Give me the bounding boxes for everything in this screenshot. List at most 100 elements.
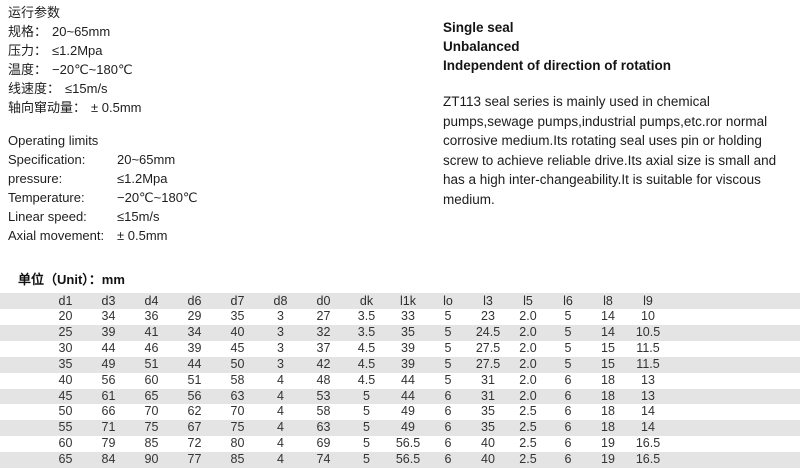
table-cell: 30: [58, 340, 73, 355]
cn-param-axial-movement: 轴向窜动量： ± 0.5mm: [8, 98, 142, 117]
table-cell: 13: [641, 388, 655, 403]
cn-param-value: ≤15m/s: [65, 81, 108, 96]
header-spacer-cell: [0, 293, 44, 309]
table-cell: 39: [401, 356, 415, 371]
row-spacer-cell: [0, 325, 44, 341]
row-spacer-cell: [0, 389, 44, 405]
row-spacer-cell: [0, 341, 44, 357]
table-cell: 4: [277, 420, 284, 435]
seal-features: Single seal Unbalanced Independent of di…: [443, 18, 777, 209]
limit-label: Specification:: [8, 152, 86, 167]
limit-value: 20~65mm: [117, 152, 176, 167]
table-cell: 31: [481, 388, 495, 403]
table-cell: 5: [444, 340, 452, 355]
table-cell: 75: [144, 420, 159, 435]
column-header-l1k: l1k: [400, 294, 416, 308]
limit-label: Linear speed:: [8, 209, 87, 224]
table-cell: 27.5: [475, 340, 501, 355]
table-cell: 11.5: [636, 340, 660, 355]
table-cell: 11.5: [636, 356, 660, 371]
limit-value: −20℃~180℃: [117, 190, 198, 205]
row-filler-cell: [668, 389, 800, 405]
table-cell: 61: [101, 388, 116, 403]
feature-unbalanced: Unbalanced: [443, 39, 520, 54]
table-cell: 23: [481, 309, 495, 323]
table-cell: 5: [564, 356, 572, 371]
table-cell: 35: [401, 324, 415, 339]
table-cell: 70: [230, 404, 245, 419]
table-cell: 2.5: [519, 420, 537, 435]
table-cell: 3.5: [357, 324, 376, 339]
table-cell: 62: [187, 404, 202, 419]
table-cell: 29: [187, 309, 202, 323]
table-cell: 37: [316, 340, 331, 355]
table-cell: 51: [144, 356, 159, 371]
table-cell: 6: [564, 404, 572, 419]
table-cell: 46: [144, 340, 159, 355]
column-header-l8: l8: [603, 294, 613, 308]
table-cell: 67: [187, 420, 202, 435]
table-cell: 10: [641, 309, 655, 323]
table-cell: 90: [144, 452, 159, 467]
row-spacer-cell: [0, 404, 44, 420]
table-cell: 40: [481, 436, 495, 451]
table-row: 60 79 85 72 80 4 69 5 56.5 6 40 2.5 6 19 16.5: [0, 436, 800, 453]
table-row: 50 66 70 62 70 4 58 5 49 6 35 2.5 6 18 14: [0, 404, 800, 421]
table-cell: 25: [58, 324, 73, 339]
cn-param-value: ≤1.2Mpa: [52, 43, 103, 58]
table-cell: 3: [277, 324, 284, 339]
table-cell: 58: [230, 372, 245, 387]
table-cell: 6: [444, 388, 452, 403]
dimensions-table: d1 d3 d4 d6 d7 d8 d0 dk l1k lo l3 l5 l6 l8 l9 20 34 36 29 3…: [0, 293, 800, 469]
table-cell: 53: [316, 388, 331, 403]
table-cell: 4: [277, 452, 284, 467]
table-cell: 6: [564, 372, 572, 387]
table-cell: 18: [601, 404, 615, 419]
table-row: 30 44 46 39 45 3 37 4.5 39 5 27.5 2.0 5 15 11.5: [0, 340, 800, 357]
table-cell: 45: [230, 340, 245, 355]
table-cell: 14: [601, 324, 615, 339]
table-cell: 4.5: [357, 372, 376, 387]
table-cell: 18: [601, 420, 615, 435]
table-cell: 5: [564, 309, 572, 323]
table-cell: 56.5: [395, 436, 421, 451]
table-row: 35 49 51 44 50 3 42 4.5 39 5 27.5 2.0 5 15 11.5: [0, 356, 800, 373]
table-cell: 75: [230, 420, 245, 435]
table-cell: 14: [641, 404, 655, 419]
table-cell: 63: [316, 420, 331, 435]
limit-value: ≤1.2Mpa: [117, 171, 168, 186]
table-cell: 6: [444, 404, 452, 419]
table-cell: 60: [144, 372, 159, 387]
row-spacer-cell: [0, 309, 44, 325]
table-cell: 14: [641, 420, 655, 435]
series-description: ZT113 seal series is mainly used in chem…: [443, 94, 777, 207]
cn-param-label: 温度：: [8, 62, 48, 77]
table-cell: 6: [564, 388, 572, 403]
table-cell: 56.5: [395, 452, 421, 467]
table-cell: 84: [101, 452, 116, 467]
cn-param-temperature: 温度： −20℃~180℃: [8, 60, 142, 79]
row-filler-cell: [668, 341, 800, 357]
table-cell: 85: [144, 436, 159, 451]
table-row: 40 56 60 51 58 4 48 4.5 44 5 31 2.0 6 18 13: [0, 372, 800, 389]
row-filler-cell: [668, 357, 800, 373]
table-cell: 40: [230, 324, 245, 339]
column-header-lo: lo: [443, 294, 453, 308]
table-cell: 41: [144, 324, 159, 339]
column-header-dk: dk: [359, 294, 374, 308]
column-header-d3: d3: [101, 294, 116, 308]
table-cell: 4.5: [357, 356, 376, 371]
table-cell: 40: [58, 372, 73, 387]
table-cell: 24.5: [475, 324, 501, 339]
table-row: 55 71 75 67 75 4 63 5 49 6 35 2.5 6 18 14: [0, 420, 800, 437]
table-cell: 51: [187, 372, 202, 387]
table-cell: 44: [401, 388, 415, 403]
table-cell: 6: [564, 420, 572, 435]
table-cell: 5: [444, 309, 452, 323]
table-cell: 19: [601, 452, 615, 467]
table-cell: 6: [444, 436, 452, 451]
cn-param-linear-speed: 线速度： ≤15m/s: [8, 79, 142, 98]
cn-param-label: 规格：: [8, 24, 48, 39]
table-cell: 63: [230, 388, 245, 403]
limit-spec: Specification: 20~65mm: [8, 150, 198, 169]
